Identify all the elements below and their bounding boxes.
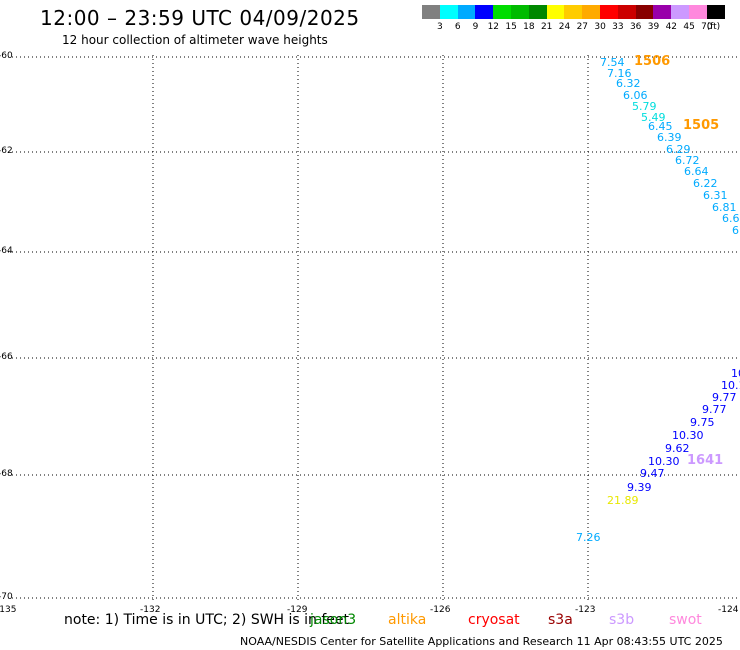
legend-label: 18 <box>523 22 535 32</box>
page-title: 12:00 – 23:59 UTC 04/09/2025 <box>40 6 360 30</box>
wave-height-label: 6.29 <box>666 143 691 156</box>
legend-swatch <box>439 5 459 19</box>
satellite-name-altika: altika <box>388 612 427 628</box>
latitude-tick: -70 <box>0 592 13 602</box>
legend-swatch <box>422 5 441 19</box>
legend-swatch <box>528 5 548 19</box>
legend-label: 24 <box>558 22 571 32</box>
latitude-tick: -60 <box>0 51 13 61</box>
pass-time-label: 1641 <box>687 453 724 468</box>
longitude-tick: -129 <box>287 605 308 615</box>
wave-height-label: 10.1 <box>721 379 740 392</box>
legend-swatch <box>689 5 708 19</box>
legend-swatch <box>635 5 654 19</box>
legend-label: 6 <box>454 22 461 32</box>
legend-swatch <box>457 5 476 19</box>
wave-height-label: 10 <box>731 367 740 380</box>
satellite-name-swot: swot <box>669 612 702 628</box>
wave-height-label: 7.54 <box>600 56 625 69</box>
longitude-tick: -124 <box>718 605 739 615</box>
pass-time-label: 1505 <box>683 118 720 133</box>
legend-label: 21 <box>540 22 553 32</box>
credit-line: NOAA/NESDIS Center for Satellite Applica… <box>240 635 723 648</box>
wave-height-label: 9.39 <box>627 481 652 494</box>
legend-unit: (ft) <box>706 22 721 32</box>
latitude-tick: -66 <box>0 352 13 362</box>
longitude-tick: -123 <box>575 605 596 615</box>
satellite-name-jason3: jason3 <box>310 612 357 628</box>
legend-label: 12 <box>487 22 500 32</box>
latitude-tick: -64 <box>0 246 13 256</box>
legend-label: 45 <box>683 22 695 32</box>
wave-height-label: 9.75 <box>690 416 715 429</box>
legend-swatch <box>600 5 619 19</box>
wave-height-label: 6.64 <box>684 165 709 178</box>
legend-label: 27 <box>576 22 589 32</box>
wave-height-label: 10.30 <box>648 455 680 468</box>
legend-swatch <box>546 5 565 19</box>
legend-swatch <box>564 5 583 19</box>
wave-height-label: 9.47 <box>640 467 665 480</box>
page-subtitle: 12 hour collection of altimeter wave hei… <box>62 33 328 47</box>
satellite-name-s3a: s3a <box>548 612 573 628</box>
longitude-tick: -132 <box>140 605 161 615</box>
wave-height-label: 6.06 <box>623 89 648 102</box>
legend-label: 70 <box>701 22 713 32</box>
wave-height-label: 6.39 <box>657 131 682 144</box>
footer-note: note: 1) Time is in UTC; 2) SWH is in fe… <box>64 612 350 628</box>
pass-time-label: 1506 <box>634 54 671 69</box>
wave-height-label: 9.77 <box>712 391 737 404</box>
legend-swatch <box>582 5 601 19</box>
wave-height-label: 9.77 <box>702 403 727 416</box>
legend-label: 30 <box>594 22 606 32</box>
wave-height-label: 7.16 <box>607 67 632 80</box>
legend-label: 33 <box>612 22 624 32</box>
wave-height-label: 6.81 <box>712 201 737 214</box>
legend-label: 15 <box>505 22 517 32</box>
wave-height-label: 9.62 <box>665 442 690 455</box>
wave-height-label: 6.45 <box>648 120 673 133</box>
legend-label: 36 <box>629 22 642 32</box>
legend-label: 3 <box>437 22 443 32</box>
satellite-name-cryosat: cryosat <box>468 612 520 628</box>
wave-height-label: 6.32 <box>616 77 641 90</box>
wave-height-label: 6.31 <box>703 189 728 202</box>
wave-height-label: 10.30 <box>672 429 704 442</box>
longitude-tick: -135 <box>0 605 17 615</box>
wave-height-label: 6.6 <box>722 212 740 225</box>
wave-height-label: 6.22 <box>693 177 718 190</box>
legend-label: 39 <box>647 22 660 32</box>
wave-height-label: 21.89 <box>607 494 639 507</box>
wave-height-label: 5.49 <box>641 111 666 124</box>
longitude-tick: -126 <box>430 605 451 615</box>
legend-swatch <box>671 5 690 19</box>
latitude-tick: -68 <box>0 469 13 479</box>
latitude-tick: -62 <box>0 146 13 156</box>
legend-swatch <box>493 5 512 19</box>
satellite-name-s3b: s3b <box>609 612 635 628</box>
legend-swatch <box>617 5 637 19</box>
legend-swatch <box>511 5 530 19</box>
wave-height-label: 6.72 <box>675 154 700 167</box>
wave-height-label: 7.26 <box>576 531 601 544</box>
legend-swatch <box>653 5 672 19</box>
legend-swatch <box>475 5 494 19</box>
legend-swatch <box>706 5 726 19</box>
legend-label: 42 <box>665 22 678 32</box>
wave-height-label: 5.79 <box>632 100 657 113</box>
legend-label: 9 <box>472 22 479 32</box>
wave-height-label: 6 <box>732 224 739 237</box>
